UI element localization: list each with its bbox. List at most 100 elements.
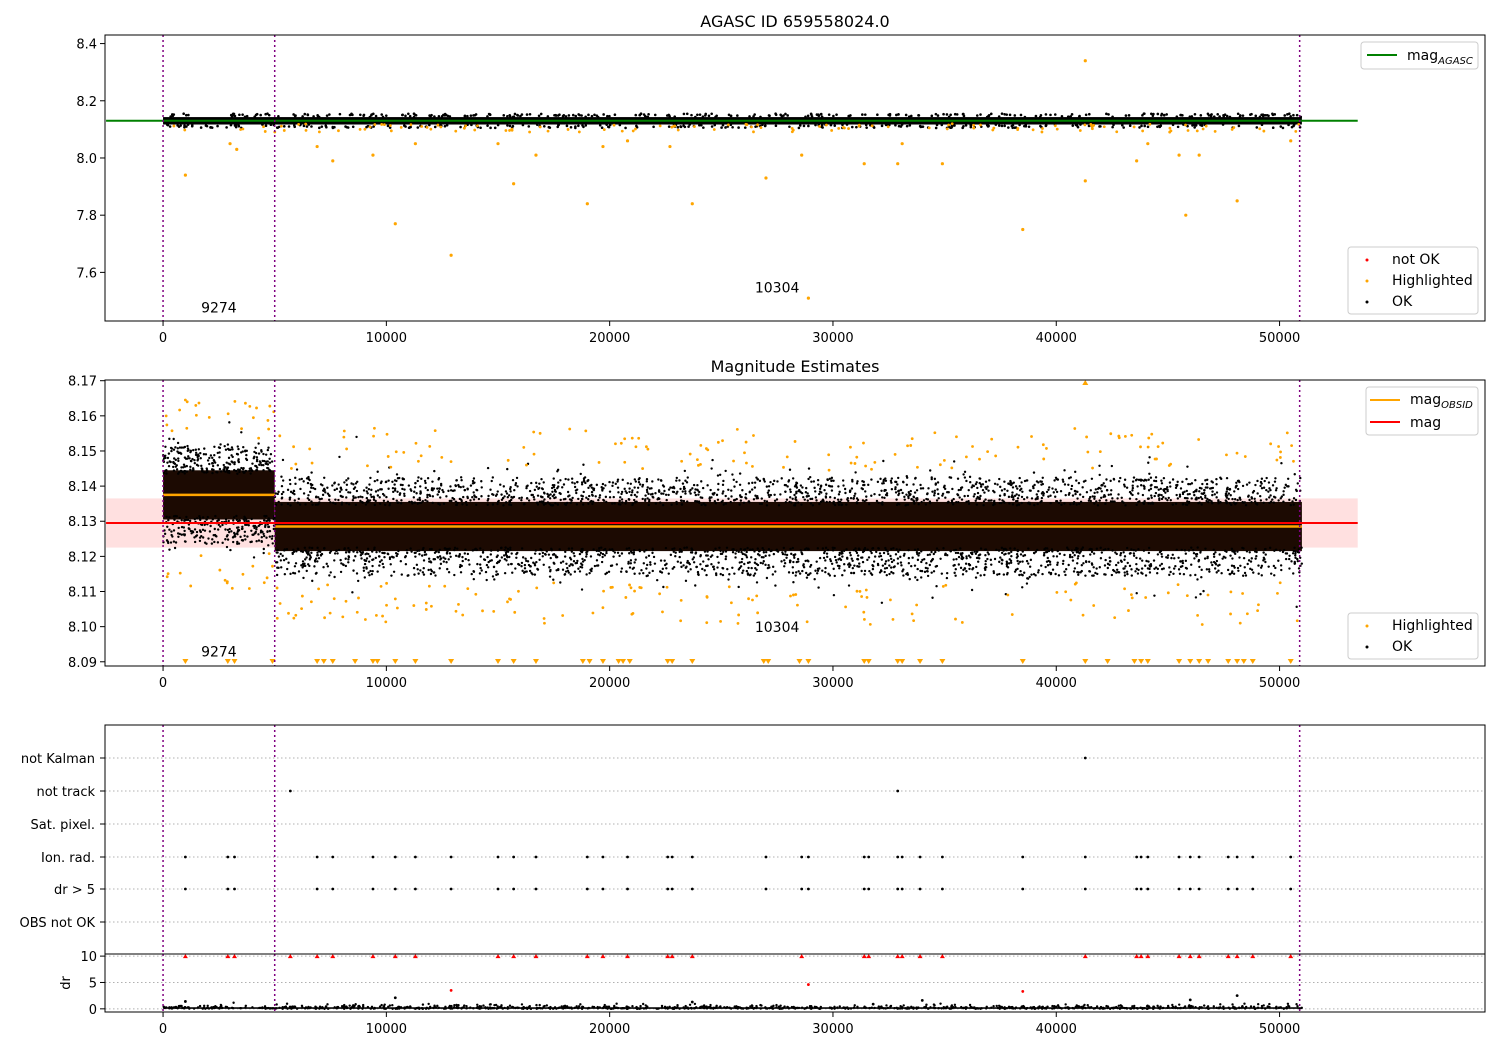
y-tick-label: 8.12 — [68, 550, 97, 565]
ok-point — [295, 550, 298, 553]
ok-point — [380, 480, 383, 483]
ok-point — [192, 468, 195, 472]
ok-point — [168, 125, 172, 128]
ok-point — [336, 552, 339, 555]
ok-point — [1088, 112, 1091, 116]
ok-point — [279, 559, 283, 562]
ok-point — [896, 557, 900, 560]
highlighted-point — [743, 451, 746, 455]
ok-point — [345, 483, 349, 486]
ok-point — [1202, 589, 1205, 593]
ok-point — [884, 479, 888, 482]
ok-point — [209, 524, 212, 528]
ok-point — [184, 113, 188, 117]
ok-point — [573, 485, 577, 489]
highlighted-point — [853, 462, 857, 465]
ok-point — [280, 503, 283, 506]
ok-point — [1263, 479, 1266, 483]
ok-point — [445, 123, 449, 127]
ok-point — [1169, 498, 1172, 502]
ok-point — [401, 477, 405, 481]
ok-point — [937, 492, 940, 496]
ok-point — [581, 503, 585, 506]
ok-point — [692, 556, 696, 559]
ok-point — [629, 550, 633, 553]
ok-point — [585, 555, 588, 558]
ok-point — [333, 488, 336, 492]
ok-point — [432, 571, 436, 574]
ok-point — [587, 498, 590, 501]
ok-point — [665, 498, 668, 502]
highlighted-point — [412, 604, 416, 607]
ok-point — [337, 483, 340, 486]
flag-point — [670, 855, 674, 859]
ok-point — [226, 443, 230, 446]
ok-point — [577, 567, 580, 570]
ok-point — [549, 556, 552, 560]
ok-point — [722, 550, 725, 554]
ok-point — [581, 547, 584, 551]
ok-point — [961, 573, 965, 576]
ok-point — [216, 471, 219, 474]
ok-point — [1109, 493, 1113, 496]
ok-point — [1007, 562, 1011, 565]
ok-point — [213, 454, 216, 457]
ok-point — [378, 555, 381, 558]
ok-point — [409, 125, 412, 129]
ok-point — [366, 492, 369, 495]
ok-point — [710, 467, 713, 470]
highlighted-point — [860, 595, 864, 598]
ok-point — [464, 500, 468, 504]
ok-point — [347, 503, 351, 506]
ok-point — [409, 547, 412, 550]
ok-point — [556, 470, 559, 473]
ok-point — [525, 485, 528, 488]
ok-point — [503, 557, 507, 561]
ok-point — [162, 471, 166, 475]
ok-point — [293, 565, 297, 568]
ok-point — [1205, 482, 1209, 486]
ok-point — [673, 486, 676, 490]
ok-point — [762, 549, 765, 552]
ok-point — [396, 490, 399, 493]
ok-point — [767, 489, 771, 492]
highlighted-point — [1201, 127, 1205, 131]
ok-point — [420, 501, 423, 504]
ok-point — [1092, 566, 1095, 569]
ok-point — [257, 539, 261, 542]
highlighted-point — [1167, 464, 1171, 467]
ok-point — [443, 547, 447, 550]
clipped-marker — [231, 659, 238, 664]
ok-point — [225, 545, 229, 549]
ok-point — [391, 480, 394, 483]
ok-point — [705, 573, 708, 577]
ok-point — [756, 478, 759, 481]
highlighted-point — [1290, 444, 1294, 447]
legend-marker — [1365, 258, 1369, 262]
ok-point — [576, 480, 579, 484]
ok-point — [365, 125, 368, 129]
ok-point — [599, 551, 603, 555]
ok-point — [422, 559, 426, 562]
highlighted-point — [414, 441, 418, 445]
highlighted-point — [679, 599, 683, 602]
ok-point — [672, 565, 676, 569]
ok-point — [165, 472, 168, 475]
highlighted-point — [747, 597, 750, 601]
ok-point — [579, 565, 582, 569]
highlighted-point — [862, 441, 865, 445]
ok-point — [197, 448, 201, 451]
legend-label: OK — [1392, 639, 1413, 655]
ok-point — [1074, 470, 1077, 474]
ok-point — [645, 548, 648, 552]
legend-entry: magOBSID — [1410, 392, 1473, 411]
ok-point — [442, 490, 445, 494]
axes-frame — [104, 34, 1486, 322]
clipped-marker — [1144, 659, 1151, 664]
ok-point — [1087, 124, 1091, 128]
ok-point — [849, 554, 852, 557]
ok-point — [626, 482, 630, 485]
ok-point — [587, 113, 590, 117]
ok-point — [1000, 489, 1004, 492]
highlighted-point — [383, 123, 386, 127]
